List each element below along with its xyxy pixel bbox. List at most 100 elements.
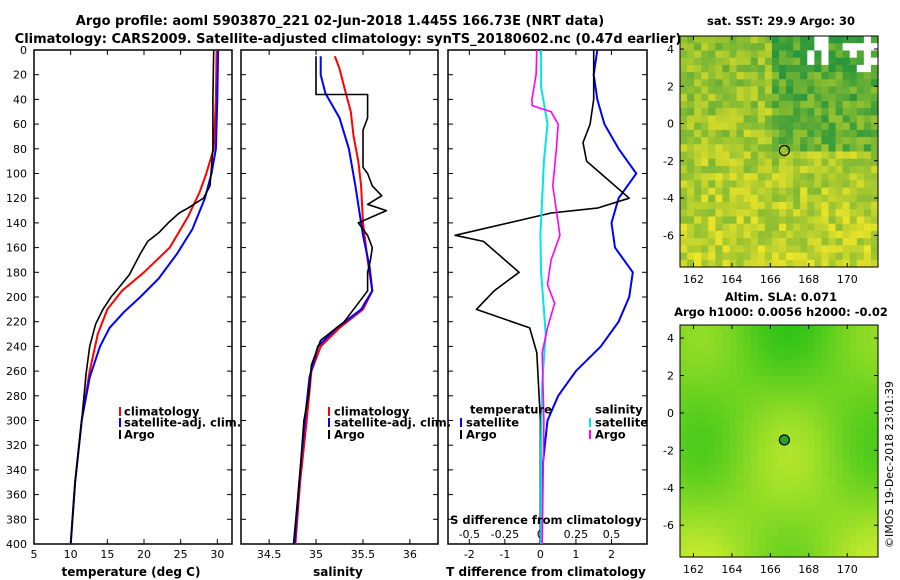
map-cell <box>764 325 773 333</box>
map-cell <box>814 484 823 493</box>
map-cell <box>821 390 830 399</box>
map-cell <box>750 491 759 500</box>
map-cell <box>680 194 688 203</box>
map-cell <box>800 332 808 341</box>
map-cell <box>779 520 787 529</box>
legend-climatology: climatology <box>124 405 200 419</box>
map-cell <box>807 238 815 246</box>
map-cell <box>722 332 731 341</box>
map-cell <box>786 368 794 377</box>
map-cell <box>863 216 872 225</box>
map-cell <box>750 542 759 551</box>
map-cell <box>743 412 752 420</box>
map-cell <box>708 158 716 167</box>
map-cell <box>842 50 851 59</box>
map-cell <box>870 230 879 239</box>
map-cell <box>715 470 724 478</box>
map-cell <box>757 354 766 362</box>
map-cell <box>793 542 801 551</box>
map-cell <box>849 238 858 246</box>
map-cell <box>729 72 738 80</box>
map-cell <box>856 151 865 160</box>
map-cell <box>821 404 830 413</box>
map-cell <box>807 368 815 377</box>
map-cell <box>757 202 766 210</box>
map-cell <box>701 64 709 73</box>
map-cell <box>828 202 837 210</box>
map-cell <box>779 100 787 109</box>
map-cell <box>800 180 808 189</box>
map-cell <box>870 64 879 73</box>
map-cell <box>729 144 738 153</box>
x-tick-label: 34.5 <box>257 548 282 561</box>
map-cell <box>743 57 752 66</box>
map-cell <box>743 470 752 478</box>
map-cell <box>807 448 815 457</box>
map-cell <box>842 419 851 428</box>
map-cell <box>842 412 851 420</box>
map-cell <box>842 484 851 493</box>
map-cell <box>800 64 808 73</box>
map-cell <box>786 165 794 174</box>
map-cell <box>828 259 837 268</box>
map-cell <box>743 238 752 246</box>
map-cell <box>786 404 794 413</box>
map-cell <box>736 259 745 268</box>
depth-tick-label: 360 <box>6 489 27 502</box>
map-cell <box>764 499 773 507</box>
map-cell <box>729 230 738 239</box>
map-cell <box>786 202 794 210</box>
map-cell <box>736 419 745 428</box>
map-cell <box>807 542 815 551</box>
map-cell <box>687 238 695 246</box>
map-cell <box>743 491 752 500</box>
map-cell <box>764 259 773 268</box>
salinity-legend: climatology satellite-adj. clim. Argo <box>328 405 451 442</box>
map-cell <box>870 477 879 486</box>
map-cell <box>821 354 830 362</box>
map-cell <box>856 506 865 515</box>
map-cell <box>849 64 858 73</box>
map-cell <box>694 137 702 145</box>
map-cell <box>722 72 731 80</box>
map-cell <box>757 332 766 341</box>
map-cell <box>870 216 879 225</box>
map-cell <box>793 455 801 464</box>
map-cell <box>750 187 759 196</box>
map-cell <box>828 346 837 355</box>
map-cell <box>807 93 815 102</box>
difference-panel: -2 -1 0 1 2-0.5 -0.25 0 0.25 0.5 T difference fr… <box>446 49 648 579</box>
map-cell <box>694 499 702 507</box>
map-cell <box>793 230 801 239</box>
map-cell <box>722 528 731 536</box>
map-cell <box>743 158 752 167</box>
map-cell <box>779 549 787 558</box>
map-cell <box>786 346 794 355</box>
map-cell <box>863 151 872 160</box>
map-cell <box>764 412 773 420</box>
map-cell <box>715 93 724 102</box>
map-cell <box>821 513 830 522</box>
map-cell <box>835 137 844 145</box>
map-cell <box>701 144 709 153</box>
map-cell <box>701 43 709 52</box>
map-cell <box>701 361 709 370</box>
x-tick-label: 5 <box>31 548 38 561</box>
map-cell <box>814 448 823 457</box>
map-cell <box>687 513 695 522</box>
map-cell <box>771 346 780 355</box>
map-cell <box>764 108 773 117</box>
map-cell <box>750 455 759 464</box>
map-cell <box>771 549 780 558</box>
map-cell <box>680 441 688 449</box>
map-cell <box>680 325 688 333</box>
map-cell <box>828 252 837 261</box>
map-cell <box>694 477 702 486</box>
map-cell <box>856 108 865 117</box>
map-cell <box>729 332 738 341</box>
map-cell <box>828 50 837 59</box>
map-cell <box>793 72 801 80</box>
map-cell <box>687 158 695 167</box>
map-cell <box>680 383 688 391</box>
map-cell <box>771 412 780 420</box>
